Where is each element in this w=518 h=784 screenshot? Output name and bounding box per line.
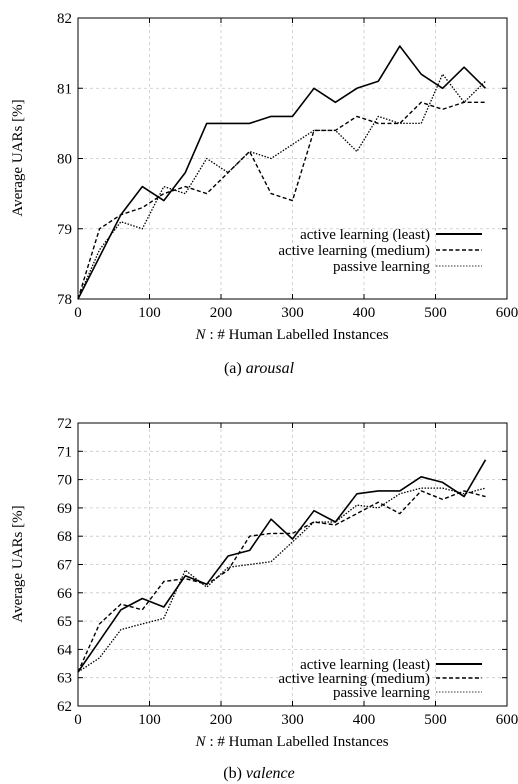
arousal-chart: 0 100 200 300 400 500 600 78 79 80 81 82 Average UA… [10, 11, 518, 377]
valence-caption-label: valence [246, 765, 295, 782]
valence-x-tick-label: 600 [496, 712, 518, 728]
arousal-legend-label-passive: passive learning [333, 259, 431, 275]
arousal-x-tick-label: 300 [281, 305, 304, 321]
valence-x-tick-label: 500 [424, 712, 447, 728]
arousal-y-tick-label: 80 [57, 152, 72, 168]
valence-y-tick-label: 65 [57, 614, 72, 630]
valence-y-tick-label: 62 [57, 699, 72, 715]
arousal-x-axis-label: N: # Human Labelled Instances [194, 327, 388, 343]
arousal-series-least [77, 45, 487, 300]
valence-series-least [77, 459, 487, 673]
arousal-caption: (a) arousal [224, 360, 295, 377]
valence-y-tick-label: 66 [57, 586, 73, 602]
arousal-x-tick-label: 400 [353, 305, 376, 321]
arousal-series-medium [77, 101, 486, 300]
arousal-y-tick-label: 78 [57, 292, 72, 308]
valence-caption-prefix: (b) [223, 765, 242, 782]
valence-x-axis-label: N: # Human Labelled Instances [194, 734, 388, 750]
valence-y-tick-label: 72 [57, 416, 72, 432]
arousal-x-tick-label: 100 [138, 305, 161, 321]
valence-y-tick-label: 64 [57, 642, 73, 658]
valence-legend-label-medium: active learning (medium) [278, 671, 430, 687]
arousal-x-tick-label: 600 [496, 305, 518, 321]
valence-x-tick-label: 200 [210, 712, 233, 728]
arousal-legend: active learning (least) active learning … [278, 227, 482, 275]
valence-legend-label-passive: passive learning [333, 685, 431, 701]
valence-ticks: 0 100 200 300 400 500 600 62 63 64 65 66 67 68 69 70 71 7… [57, 416, 518, 728]
arousal-caption-label: arousal [246, 360, 295, 377]
valence-series-passive [77, 487, 486, 673]
valence-series [77, 459, 487, 673]
valence-y-tick-label: 69 [57, 501, 72, 517]
valence-chart: 0 100 200 300 400 500 600 62 63 64 65 66 67 68 69 70 71 7… [10, 416, 518, 782]
arousal-x-axis-text: : # Human Labelled Instances [209, 327, 388, 343]
arousal-y-tick-label: 79 [57, 222, 72, 238]
valence-y-tick-label: 70 [57, 473, 72, 489]
arousal-series [77, 45, 487, 300]
valence-caption: (b) valence [223, 765, 295, 782]
arousal-y-tick-label: 81 [57, 81, 72, 97]
valence-y-tick-label: 67 [57, 558, 73, 574]
valence-y-tick-label: 71 [57, 444, 72, 460]
valence-grid [78, 423, 507, 706]
valence-legend-label-least: active learning (least) [300, 657, 430, 673]
arousal-ticks: 0 100 200 300 400 500 600 78 79 80 81 82 [57, 11, 518, 321]
valence-x-axis-text: : # Human Labelled Instances [209, 734, 388, 750]
arousal-x-tick-label: 200 [210, 305, 233, 321]
arousal-legend-label-least: active learning (least) [300, 227, 430, 243]
valence-y-tick-label: 63 [57, 671, 72, 687]
arousal-y-tick-label: 82 [57, 11, 72, 27]
arousal-legend-label-medium: active learning (medium) [278, 243, 430, 259]
arousal-caption-prefix: (a) [224, 360, 242, 377]
valence-y-axis-label: Average UARs [%] [10, 505, 26, 622]
valence-x-tick-label: 300 [281, 712, 304, 728]
arousal-y-axis-label: Average UARs [%] [10, 99, 26, 216]
arousal-x-axis-variable: N [194, 327, 206, 343]
valence-legend: active learning (least) active learning … [278, 657, 482, 701]
valence-x-tick-label: 400 [353, 712, 376, 728]
arousal-x-tick-label: 500 [424, 305, 447, 321]
valence-y-tick-label: 68 [57, 529, 72, 545]
valence-series-medium [77, 490, 486, 673]
valence-x-tick-label: 0 [74, 712, 82, 728]
valence-x-tick-label: 100 [138, 712, 161, 728]
valence-x-axis-variable: N [194, 734, 206, 750]
arousal-grid [78, 18, 507, 299]
arousal-x-tick-label: 0 [74, 305, 82, 321]
